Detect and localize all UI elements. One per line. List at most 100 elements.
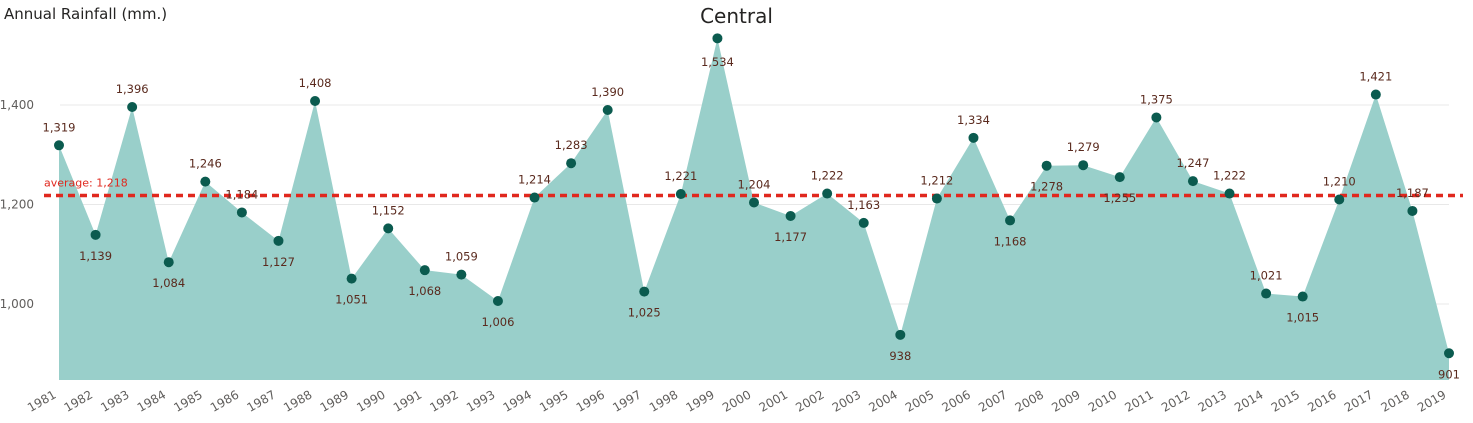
data-label: 1,279 [1067, 140, 1100, 154]
data-label: 1,214 [518, 173, 551, 187]
x-tick-label: 2010 [1086, 387, 1119, 414]
data-point [127, 101, 138, 112]
x-tick-label: 2014 [1232, 387, 1265, 414]
x-tick-label: 2013 [1196, 387, 1229, 414]
data-label: 1,283 [555, 138, 588, 152]
x-tick-label: 2001 [757, 387, 790, 414]
data-point [456, 269, 467, 280]
y-tick-label: 1,200 [0, 198, 34, 212]
data-point [200, 176, 211, 187]
x-tick-label: 2006 [940, 387, 973, 414]
x-tick-label: 2008 [1013, 387, 1046, 414]
x-tick-label: 1992 [427, 387, 460, 414]
data-point [1005, 215, 1016, 226]
data-label: 901 [1438, 367, 1460, 381]
data-label: 938 [889, 349, 911, 363]
data-label: 1,204 [738, 178, 771, 192]
x-tick-label: 1982 [62, 387, 95, 414]
data-point [968, 132, 979, 143]
data-label: 1,021 [1250, 269, 1283, 283]
data-label: 1,015 [1286, 311, 1319, 325]
data-point [931, 193, 942, 204]
x-tick-label: 2004 [866, 387, 899, 414]
data-point [310, 96, 321, 107]
data-point [858, 217, 869, 228]
data-point [1224, 188, 1235, 199]
data-label: 1,025 [628, 306, 661, 320]
data-point [273, 235, 284, 246]
x-tick-label: 1988 [281, 387, 314, 414]
data-label: 1,255 [1103, 191, 1136, 205]
data-label: 1,139 [79, 249, 112, 263]
data-label: 1,168 [994, 234, 1027, 248]
data-label: 1,534 [701, 55, 734, 69]
data-label: 1,127 [262, 255, 295, 269]
data-point [1297, 291, 1308, 302]
x-tick-label: 1985 [171, 387, 204, 414]
x-tick-label: 2005 [903, 387, 936, 414]
data-point [90, 229, 101, 240]
data-point [346, 273, 357, 284]
data-label: 1,184 [225, 187, 258, 201]
data-label: 1,152 [372, 203, 405, 217]
y-axis-title: Annual Rainfall (mm.) [4, 5, 168, 23]
data-point [1334, 194, 1345, 205]
data-point [236, 207, 247, 218]
x-tick-label: 1997 [610, 387, 643, 414]
data-label: 1,212 [920, 174, 953, 188]
data-point [566, 158, 577, 169]
x-tick-label: 2015 [1269, 387, 1302, 414]
data-label: 1,247 [1176, 156, 1209, 170]
x-tick-label: 2011 [1122, 387, 1155, 414]
data-point [712, 33, 723, 44]
x-tick-label: 1987 [245, 387, 278, 414]
data-label: 1,390 [591, 85, 624, 99]
data-point [163, 257, 174, 268]
data-label: 1,421 [1359, 70, 1392, 84]
data-label: 1,221 [664, 169, 697, 183]
average-label: average: 1,218 [44, 177, 128, 190]
x-tick-label: 2002 [793, 387, 826, 414]
data-label: 1,396 [116, 82, 149, 96]
data-label: 1,222 [1213, 169, 1246, 183]
x-tick-label: 2018 [1378, 387, 1411, 414]
x-tick-label: 1984 [135, 387, 168, 414]
data-label: 1,084 [152, 276, 185, 290]
data-point [54, 140, 64, 151]
data-point [1407, 205, 1418, 216]
x-tick-label: 1998 [647, 387, 680, 414]
x-tick-label: 1989 [318, 387, 351, 414]
x-tick-label: 2000 [720, 387, 753, 414]
data-label: 1,163 [847, 198, 880, 212]
data-point [639, 286, 650, 297]
data-label: 1,222 [811, 169, 844, 183]
x-tick-label: 1983 [98, 387, 131, 414]
x-tick-label: 1994 [501, 387, 534, 414]
data-label: 1,375 [1140, 92, 1173, 106]
x-tick-label: 2009 [1049, 387, 1082, 414]
x-tick-label: 2003 [830, 387, 863, 414]
x-tick-label: 1991 [391, 387, 424, 414]
data-point [1370, 89, 1381, 100]
x-tick-label: 1986 [208, 387, 241, 414]
x-tick-label: 1993 [464, 387, 497, 414]
data-label: 1,059 [445, 250, 478, 264]
data-point [383, 223, 394, 234]
chart-title: Central [700, 4, 773, 28]
x-tick-label: 2007 [976, 387, 1009, 414]
data-point [602, 104, 613, 115]
data-point [1041, 160, 1052, 171]
rainfall-area [59, 38, 1449, 381]
data-point [492, 296, 503, 307]
y-tick-label: 1,400 [0, 98, 34, 112]
data-label: 1,051 [335, 293, 368, 307]
x-tick-label: 2016 [1305, 387, 1338, 414]
data-label: 1,334 [957, 113, 990, 127]
data-point [1078, 160, 1089, 171]
data-point [1114, 172, 1125, 183]
data-label: 1,246 [189, 157, 222, 171]
data-label: 1,408 [299, 76, 332, 90]
data-point [1151, 112, 1162, 123]
x-tick-label: 1999 [683, 387, 716, 414]
